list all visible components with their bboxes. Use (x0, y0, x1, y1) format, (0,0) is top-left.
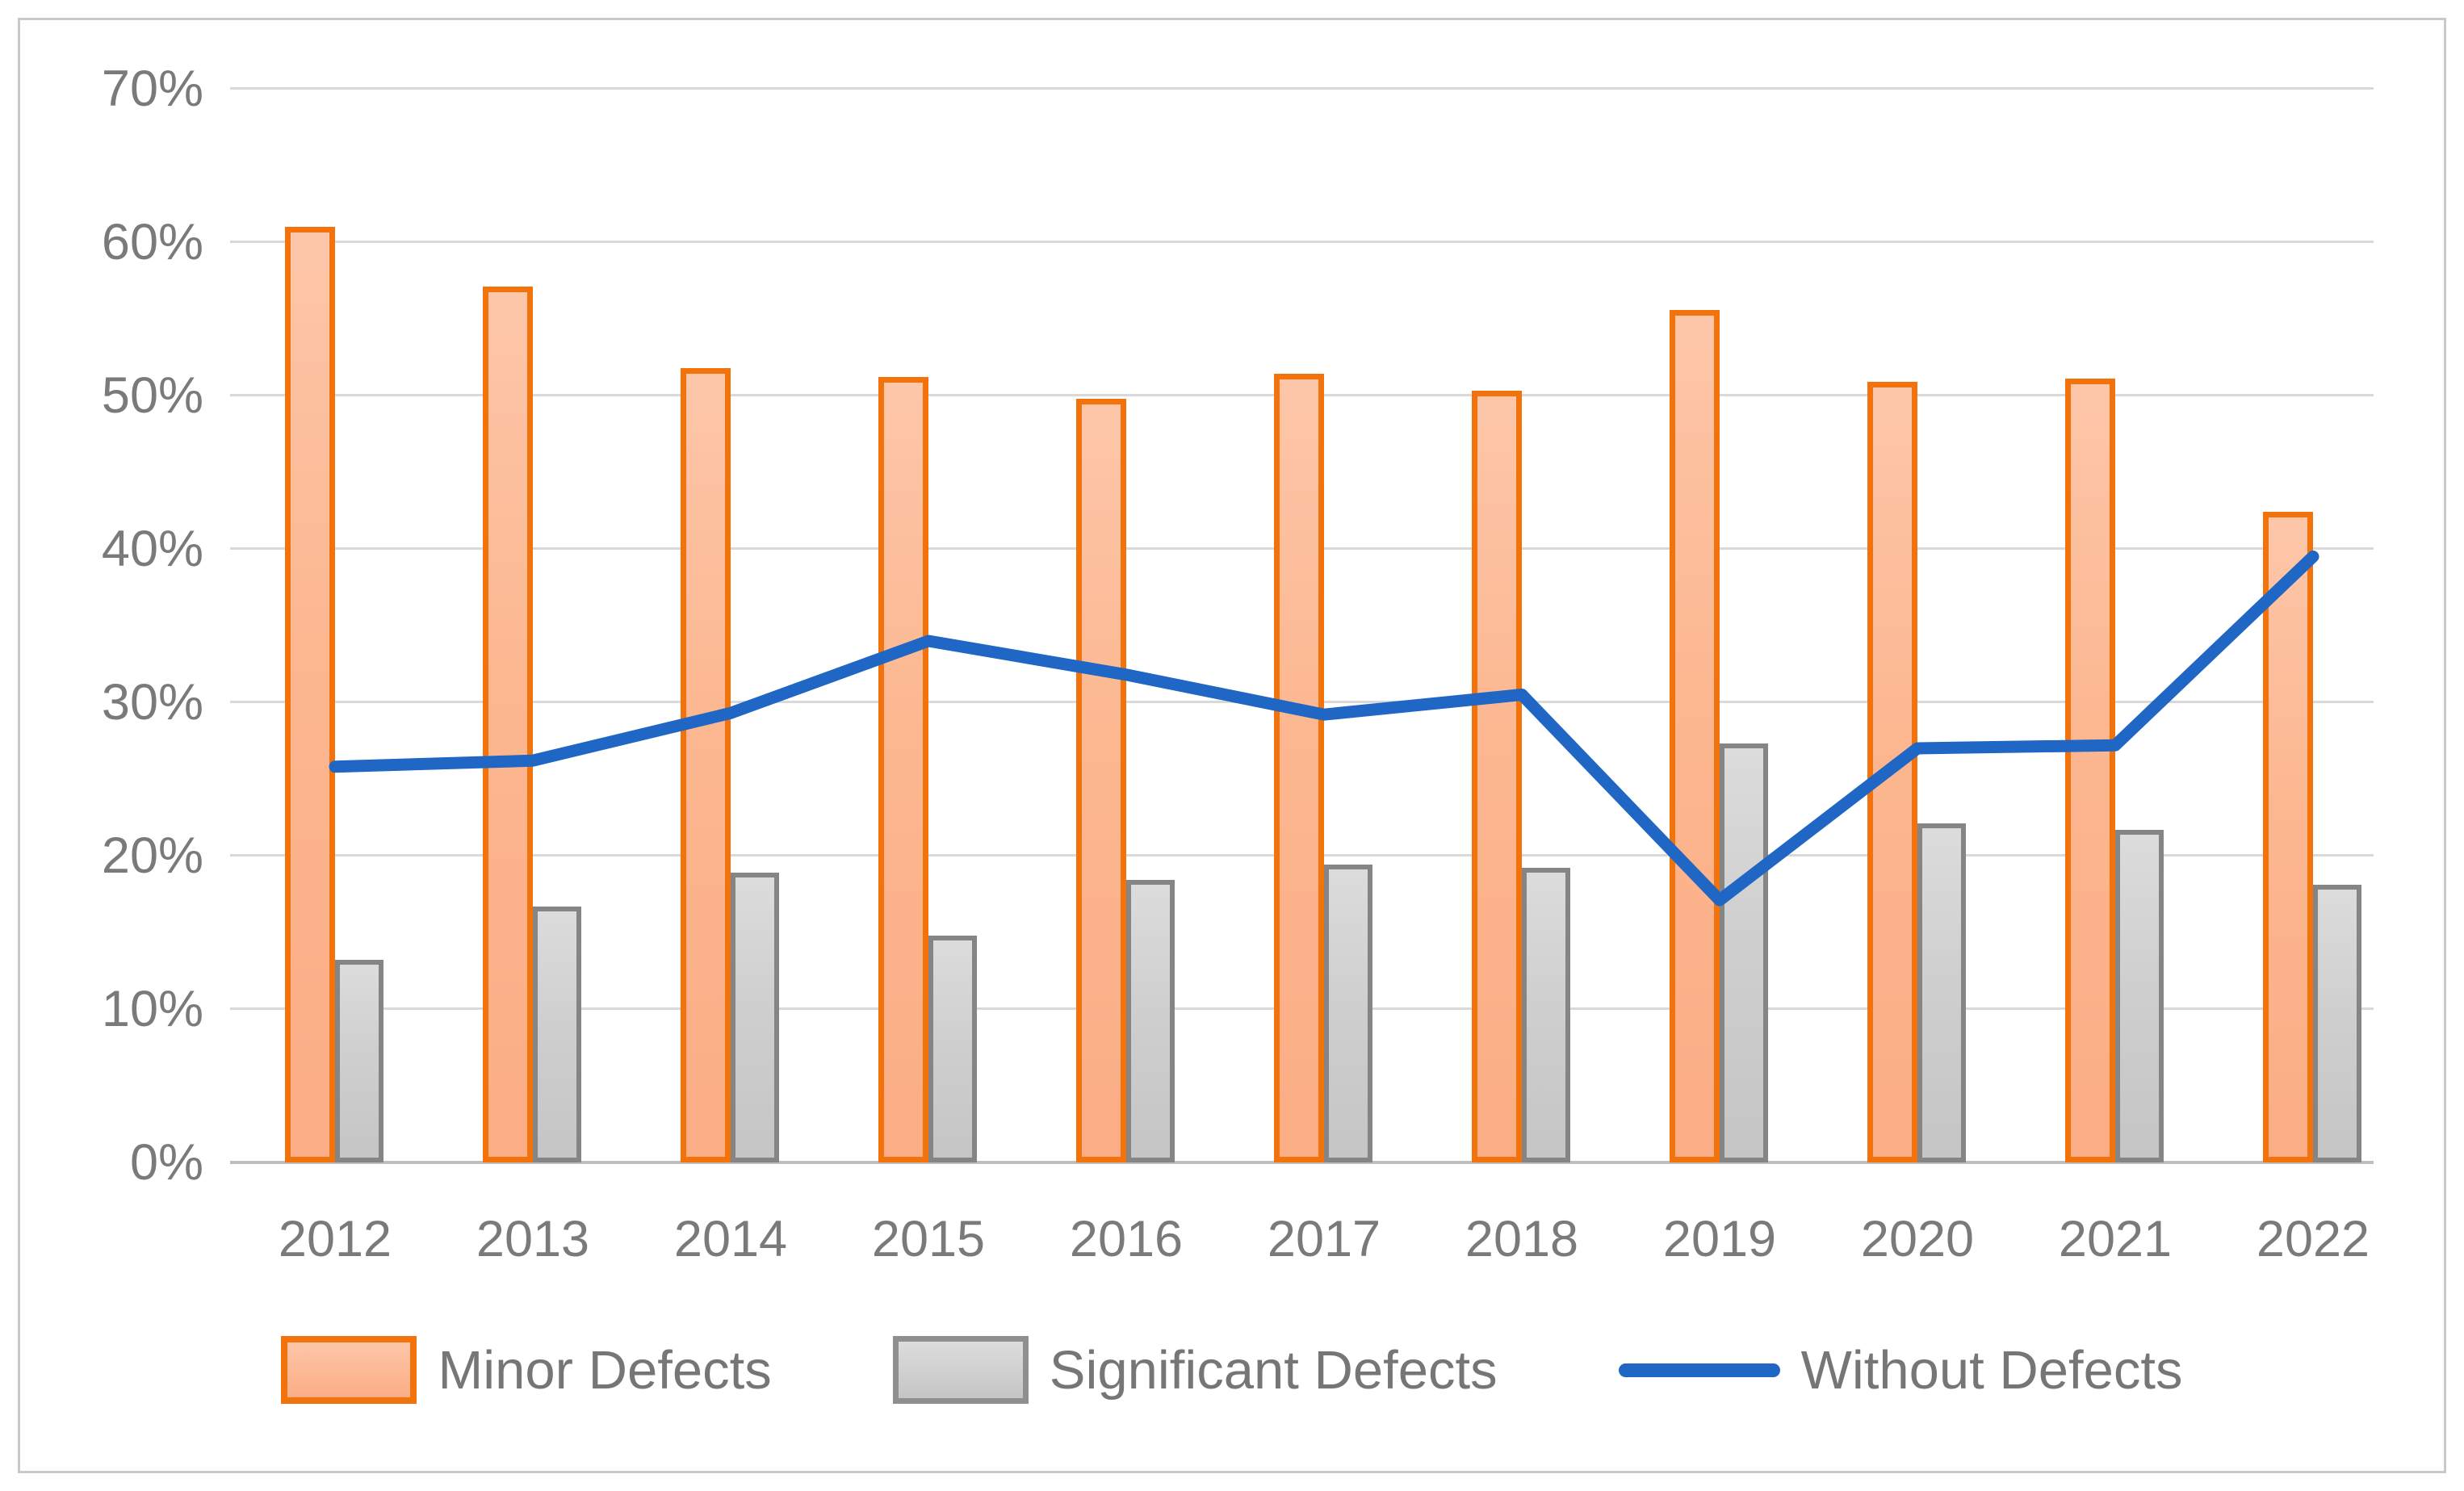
x-axis-tick-label: 2015 (871, 1211, 986, 1267)
legend-label-without-defects: Without Defects (1800, 1339, 2183, 1401)
x-axis-tick-label: 2020 (1860, 1211, 1975, 1267)
bar-minor-defects-2017 (1274, 374, 1324, 1162)
bar-significant-defects-2022 (2313, 885, 2361, 1162)
bar-minor-defects-2014 (681, 367, 731, 1162)
legend-label-significant-defects: Significant Defects (1049, 1339, 1498, 1401)
bar-minor-defects-2019 (1670, 309, 1720, 1162)
bar-significant-defects-2014 (731, 872, 779, 1162)
y-axis-tick-label: 10% (101, 981, 203, 1037)
bar-minor-defects-2015 (878, 377, 928, 1162)
x-axis-tick-label: 2019 (1662, 1211, 1777, 1267)
chart-legend: Minor Defects Significant Defects Withou… (0, 1336, 2464, 1404)
y-axis-tick-label: 50% (101, 367, 203, 424)
bar-minor-defects-2021 (2065, 379, 2115, 1162)
x-axis-tick-label: 2017 (1267, 1211, 1381, 1267)
y-axis-tick-label: 20% (101, 827, 203, 884)
x-axis-tick-label: 2016 (1069, 1211, 1184, 1267)
x-axis-tick-label: 2018 (1465, 1211, 1579, 1267)
bar-minor-defects-2016 (1076, 398, 1126, 1162)
bar-minor-defects-2013 (483, 287, 533, 1162)
x-axis-tick-label: 2022 (2256, 1211, 2370, 1267)
legend-item-significant-defects: Significant Defects (892, 1336, 1498, 1404)
minor-defects-swatch-icon (281, 1336, 417, 1404)
y-axis-tick-label: 60% (101, 214, 203, 270)
gridline-70 (230, 87, 2374, 90)
legend-item-minor-defects: Minor Defects (281, 1336, 772, 1404)
bar-significant-defects-2016 (1126, 880, 1175, 1162)
without-defects-line-swatch-icon (1618, 1363, 1780, 1377)
significant-defects-swatch-icon (892, 1336, 1029, 1404)
x-axis-tick-label: 2014 (673, 1211, 788, 1267)
x-axis-line (230, 1161, 2374, 1164)
y-axis-tick-label: 70% (101, 61, 203, 117)
bar-minor-defects-2012 (285, 227, 335, 1162)
x-axis-tick-label: 2012 (278, 1211, 392, 1267)
bar-significant-defects-2020 (1917, 823, 1966, 1162)
bar-significant-defects-2012 (335, 960, 383, 1162)
bar-significant-defects-2015 (928, 935, 977, 1162)
legend-item-without-defects: Without Defects (1618, 1339, 2183, 1401)
y-axis-tick-label: 40% (101, 521, 203, 577)
y-axis-tick-label: 30% (101, 674, 203, 731)
bar-minor-defects-2022 (2263, 512, 2313, 1162)
legend-label-minor-defects: Minor Defects (438, 1339, 772, 1401)
x-axis-tick-label: 2021 (2058, 1211, 2173, 1267)
bar-significant-defects-2018 (1522, 868, 1570, 1162)
bar-minor-defects-2018 (1472, 391, 1522, 1162)
bar-minor-defects-2020 (1867, 381, 1917, 1162)
gridline-60 (230, 241, 2374, 243)
bar-significant-defects-2019 (1720, 743, 1768, 1162)
y-axis-tick-label: 0% (129, 1134, 203, 1191)
x-axis-tick-label: 2013 (476, 1211, 590, 1267)
bar-significant-defects-2013 (533, 906, 581, 1162)
bar-significant-defects-2017 (1324, 865, 1372, 1162)
bar-significant-defects-2021 (2115, 829, 2164, 1162)
